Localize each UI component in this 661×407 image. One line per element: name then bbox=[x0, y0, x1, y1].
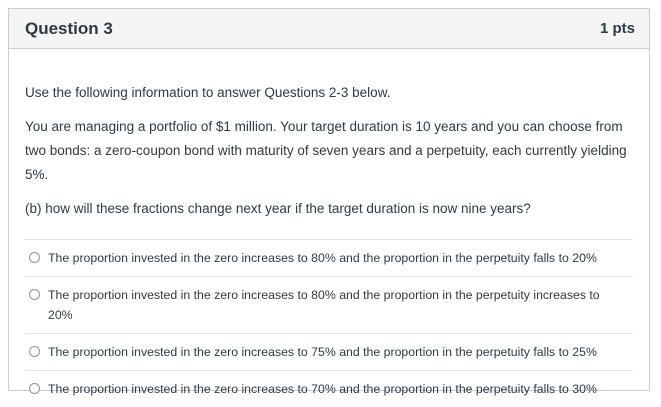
answer-label: The proportion invested in the zero incr… bbox=[48, 251, 597, 265]
radio-unselected-icon[interactable] bbox=[29, 346, 40, 357]
question-title: Question 3 bbox=[25, 18, 113, 38]
question-scenario: You are managing a portfolio of $1 milli… bbox=[25, 119, 627, 182]
radio-unselected-icon[interactable] bbox=[29, 252, 40, 263]
radio-unselected-icon[interactable] bbox=[29, 289, 40, 300]
answer-label: The proportion invested in the zero incr… bbox=[48, 288, 600, 322]
question-body: Use the following information to answer … bbox=[9, 83, 649, 407]
answer-option-3[interactable]: The proportion invested in the zero incr… bbox=[25, 334, 633, 371]
question-prompt: (b) how will these fractions change next… bbox=[25, 201, 531, 216]
answer-option-4[interactable]: The proportion invested in the zero incr… bbox=[25, 371, 633, 407]
question-intro: Use the following information to answer … bbox=[25, 85, 391, 100]
answer-label: The proportion invested in the zero incr… bbox=[48, 345, 597, 359]
question-card: Question 3 1 pts Use the following infor… bbox=[8, 8, 650, 396]
radio-unselected-icon[interactable] bbox=[29, 383, 40, 394]
answer-option-1[interactable]: The proportion invested in the zero incr… bbox=[25, 240, 633, 277]
answer-label: The proportion invested in the zero incr… bbox=[48, 382, 597, 396]
answer-list: The proportion invested in the zero incr… bbox=[25, 239, 633, 407]
question-points: 1 pts bbox=[599, 20, 635, 37]
answer-option-2[interactable]: The proportion invested in the zero incr… bbox=[25, 277, 633, 334]
question-header: Question 3 1 pts bbox=[9, 9, 649, 49]
